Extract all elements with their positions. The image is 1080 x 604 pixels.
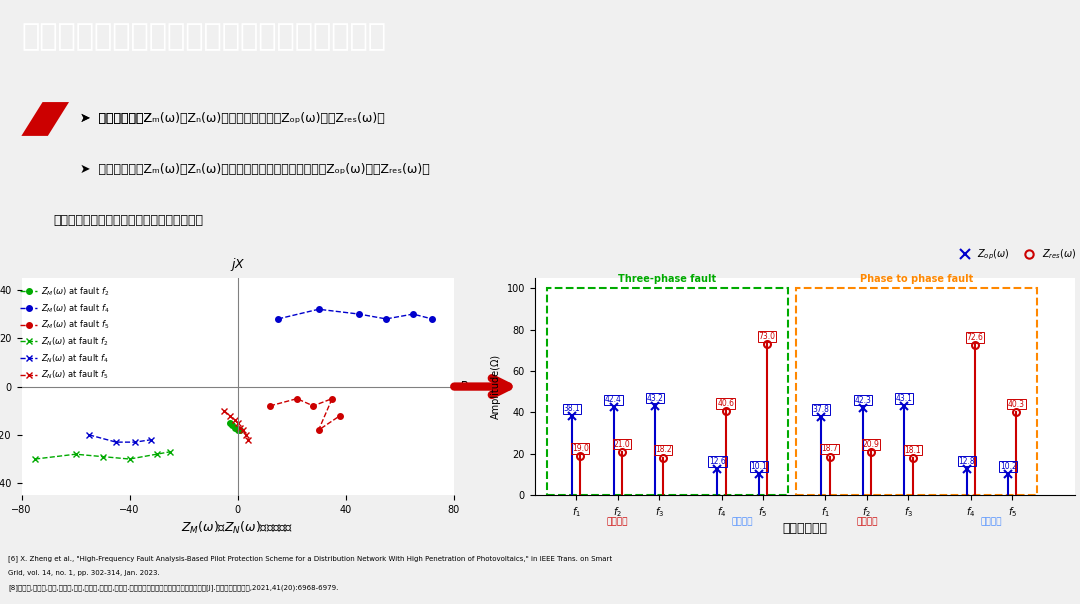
Line: $Z_N(\omega)$ at fault $f_4$: $Z_N(\omega)$ at fault $f_4$ [85, 431, 154, 446]
$Z_N(\omega)$ at fault $f_5$ [222, 412, 235, 419]
Text: 40.6: 40.6 [717, 399, 734, 408]
$Z_N(\omega)$ at fault $f_4$ [109, 439, 122, 446]
Text: 18.7: 18.7 [821, 445, 838, 454]
Text: 10.2: 10.2 [1000, 462, 1016, 471]
$Z_M(\omega)$ at fault $f_5$ [334, 412, 347, 419]
$Z_M(\omega)$ at fault $f_2$ [222, 419, 235, 426]
Text: 43.2: 43.2 [647, 394, 663, 403]
Text: 外部故障: 外部故障 [731, 517, 753, 526]
$Z_M(\omega)$ at fault $f_4$ [352, 310, 365, 318]
Title: $Z_M(\omega)$和$Z_N(\omega)$的相位信息: $Z_M(\omega)$和$Z_N(\omega)$的相位信息 [181, 519, 294, 536]
Text: 43.1: 43.1 [895, 394, 913, 403]
$Z_N(\omega)$ at fault $f_5$ [242, 436, 255, 443]
Text: $jX$: $jX$ [230, 256, 245, 273]
Text: 适用于高比例光伏配电网的高频阻抗差动保护: 适用于高比例光伏配电网的高频阻抗差动保护 [22, 22, 387, 51]
$Z_N(\omega)$ at fault $f_5$ [231, 419, 244, 426]
$Z_M(\omega)$ at fault $f_4$ [407, 310, 420, 318]
Text: 高频阻抗差动保护能够可靠区分区内外故障。: 高频阻抗差动保护能够可靠区分区内外故障。 [53, 214, 203, 227]
Text: 21.0: 21.0 [613, 440, 631, 449]
Text: 72.6: 72.6 [967, 333, 984, 342]
$Z_N(\omega)$ at fault $f_2$ [96, 453, 109, 460]
Text: 42.3: 42.3 [854, 396, 872, 405]
Polygon shape [22, 102, 69, 136]
$Z_N(\omega)$ at fault $f_5$ [217, 407, 231, 414]
$Z_M(\omega)$ at fault $f_2$ [231, 426, 244, 434]
Text: 外部故障: 外部故障 [981, 517, 1002, 526]
Text: 38.1: 38.1 [564, 404, 580, 413]
$Z_M(\omega)$ at fault $f_5$ [326, 395, 339, 402]
Bar [796, 288, 1037, 495]
$Z_M(\omega)$ at fault $f_4$ [272, 315, 285, 323]
$Z_M(\omega)$ at fault $f_5$ [291, 395, 303, 402]
Title: 故障识别结果: 故障识别结果 [782, 522, 827, 535]
Text: [6] X. Zheng et al., "High-Frequency Fault Analysis-Based Pilot Protection Schem: [6] X. Zheng et al., "High-Frequency Fau… [9, 556, 612, 562]
Text: 73.0: 73.0 [759, 332, 775, 341]
Text: ➤  内部故障时，Z: ➤ 内部故障时，Z [80, 112, 151, 126]
Line: $Z_M(\omega)$ at fault $f_4$: $Z_M(\omega)$ at fault $f_4$ [275, 306, 435, 322]
Text: 40.3: 40.3 [1008, 400, 1025, 409]
$Z_N(\omega)$ at fault $f_2$ [69, 451, 82, 458]
$Z_N(\omega)$ at fault $f_5$ [240, 431, 253, 439]
$Z_M(\omega)$ at fault $f_5$ [312, 426, 325, 434]
$Z_M(\omega)$ at fault $f_2$ [229, 424, 242, 431]
Text: ➤  外部故障时，Zₘ(ω)和Zₙ(ω)分别位于第一象限和第三象限，Zₒₚ(ω)大于Zᵣₑₛ(ω)。: ➤ 外部故障时，Zₘ(ω)和Zₙ(ω)分别位于第一象限和第三象限，Zₒₚ(ω)大… [80, 163, 430, 176]
Text: 42.4: 42.4 [605, 396, 622, 404]
$Z_N(\omega)$ at fault $f_2$ [28, 455, 41, 463]
Text: 18.2: 18.2 [656, 446, 672, 454]
Text: 12.6: 12.6 [708, 457, 726, 466]
$Z_M(\omega)$ at fault $f_5$ [264, 402, 276, 410]
Line: $Z_M(\omega)$ at fault $f_2$: $Z_M(\omega)$ at fault $f_2$ [227, 420, 243, 433]
Legend: $Z_{op}(\omega)$, $Z_{res}(\omega)$: $Z_{op}(\omega)$, $Z_{res}(\omega)$ [951, 243, 1080, 266]
$Z_N(\omega)$ at fault $f_5$ [229, 417, 242, 424]
$Z_M(\omega)$ at fault $f_4$ [380, 315, 393, 323]
Line: $Z_M(\omega)$ at fault $f_5$: $Z_M(\omega)$ at fault $f_5$ [267, 396, 343, 433]
Legend: $Z_M(\omega)$ at fault $f_2$, $Z_M(\omega)$ at fault $f_4$, $Z_M(\omega)$ at fau: $Z_M(\omega)$ at fault $f_2$, $Z_M(\omeg… [17, 282, 113, 385]
Text: ➤  内部故障时，Zₘ(ω)和Zₙ(ω)都位于第三象限，Zₒₚ(ω)大于Zᵣₑₛ(ω)；: ➤ 内部故障时，Zₘ(ω)和Zₙ(ω)都位于第三象限，Zₒₚ(ω)大于Zᵣₑₛ(… [80, 112, 384, 126]
$Z_N(\omega)$ at fault $f_5$ [237, 426, 249, 434]
Text: 19.0: 19.0 [571, 444, 589, 453]
$Z_M(\omega)$ at fault $f_5$ [307, 402, 320, 410]
Y-axis label: Amplitude(Ω): Amplitude(Ω) [491, 354, 501, 419]
Text: Phase to phase fault: Phase to phase fault [860, 274, 973, 284]
Bar [548, 288, 788, 495]
Text: 内部故障: 内部故障 [856, 517, 878, 526]
$Z_N(\omega)$ at fault $f_4$ [82, 431, 96, 439]
$Z_N(\omega)$ at fault $f_5$ [233, 424, 246, 431]
$Z_N(\omega)$ at fault $f_4$ [145, 436, 158, 443]
Text: 12.8: 12.8 [958, 457, 975, 466]
Text: 20.9: 20.9 [863, 440, 879, 449]
Line: $Z_N(\omega)$ at fault $f_2$: $Z_N(\omega)$ at fault $f_2$ [31, 448, 174, 463]
$Z_M(\omega)$ at fault $f_2$ [226, 422, 239, 429]
$Z_N(\omega)$ at fault $f_2$ [123, 455, 136, 463]
Text: 10.1: 10.1 [751, 462, 767, 471]
Text: 37.8: 37.8 [813, 405, 829, 414]
Text: Grid, vol. 14, no. 1, pp. 302-314, Jan. 2023.: Grid, vol. 14, no. 1, pp. 302-314, Jan. … [9, 570, 160, 576]
$Z_M(\omega)$ at fault $f_4$ [426, 315, 438, 323]
Text: Three-phase fault: Three-phase fault [619, 274, 717, 284]
Text: 18.1: 18.1 [904, 446, 921, 455]
Text: [8]晁晨楷,郑晓冬,高鹏,邸能灵,涂特,孙天甲,李卫彬,安怡然.含高比例光伏配电网的高频阻抗差动保护[J].中国电机工程学报,2021,41(20):6968: [8]晁晨楷,郑晓冬,高鹏,邸能灵,涂特,孙天甲,李卫彬,安怡然.含高比例光伏配… [9, 585, 338, 591]
$Z_N(\omega)$ at fault $f_2$ [164, 448, 177, 455]
Text: 内部故障: 内部故障 [607, 517, 629, 526]
$Z_N(\omega)$ at fault $f_4$ [129, 439, 141, 446]
Line: $Z_N(\omega)$ at fault $f_5$: $Z_N(\omega)$ at fault $f_5$ [220, 407, 252, 443]
$Z_N(\omega)$ at fault $f_2$ [150, 451, 163, 458]
$Z_M(\omega)$ at fault $f_2$ [233, 426, 246, 434]
Text: $R$: $R$ [459, 380, 469, 393]
$Z_M(\omega)$ at fault $f_4$ [312, 306, 325, 313]
